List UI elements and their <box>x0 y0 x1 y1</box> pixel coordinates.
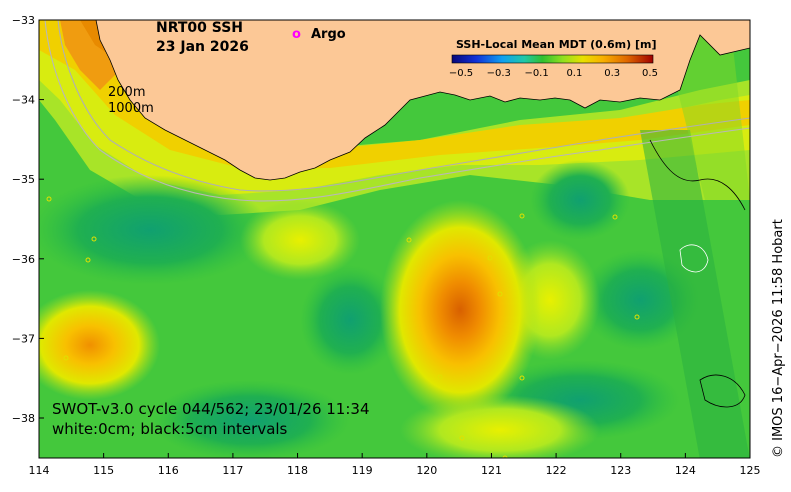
contour-interval-line: white:0cm; black:5cm intervals <box>52 420 288 438</box>
x-tick-label: 117 <box>222 464 243 477</box>
x-tick-label: 125 <box>740 464 761 477</box>
plot-frame <box>38 19 751 459</box>
x-tick-label: 121 <box>481 464 502 477</box>
y-tick-label: −38 <box>12 412 35 425</box>
colorbar-tick-label: 0.5 <box>642 68 658 79</box>
colorbar-tick-label: −0.1 <box>524 68 548 79</box>
colorbar-tick-label: −0.5 <box>449 68 473 79</box>
colorbar-tick-label: −0.3 <box>487 68 511 79</box>
argo-float-markers <box>46 196 640 458</box>
x-tick-label: 120 <box>416 464 437 477</box>
y-tick-label: −35 <box>12 173 35 186</box>
x-tick-label: 122 <box>546 464 567 477</box>
y-tick-label: −37 <box>12 332 35 345</box>
contour-label-1000m: 1000m <box>108 101 154 116</box>
x-tick-label: 114 <box>29 464 50 477</box>
colorbar-tick-label: 0.3 <box>604 68 620 79</box>
x-tick-label: 119 <box>352 464 373 477</box>
swot-info-line: SWOT-v3.0 cycle 044/562; 23/01/26 11:34 <box>52 400 370 418</box>
y-tick-label: −36 <box>12 253 35 266</box>
x-tick-label: 123 <box>610 464 631 477</box>
x-tick-label: 118 <box>287 464 308 477</box>
y-tick-label: −34 <box>12 94 35 107</box>
argo-legend-marker: o <box>292 27 301 42</box>
colorbar: SSH-Local Mean MDT (0.6m) [m] −0.5 −0.3 −0… <box>449 38 658 79</box>
x-tick-label: 115 <box>93 464 114 477</box>
colorbar-strip <box>451 54 654 64</box>
y-axis: −33 −34 −35 −36 −37 −38 <box>12 14 44 425</box>
y-tick-label: −33 <box>12 14 35 27</box>
colorbar-tick-label: 0.1 <box>566 68 582 79</box>
x-axis: 114 115 116 117 118 119 120 121 122 123 124 125 <box>29 453 761 477</box>
map-title-line2: 23 Jan 2026 <box>156 39 249 55</box>
x-tick-label: 116 <box>158 464 179 477</box>
x-tick-label: 124 <box>675 464 696 477</box>
ssh-field <box>39 20 750 458</box>
map-title-line1: NRT00 SSH <box>156 20 243 36</box>
imos-credit: © IMOS 16−Apr−2026 11:58 Hobart <box>771 219 786 458</box>
argo-legend-label: Argo <box>311 27 346 42</box>
colorbar-title: SSH-Local Mean MDT (0.6m) [m] <box>456 38 656 51</box>
contour-label-200m: 200m <box>108 85 145 100</box>
